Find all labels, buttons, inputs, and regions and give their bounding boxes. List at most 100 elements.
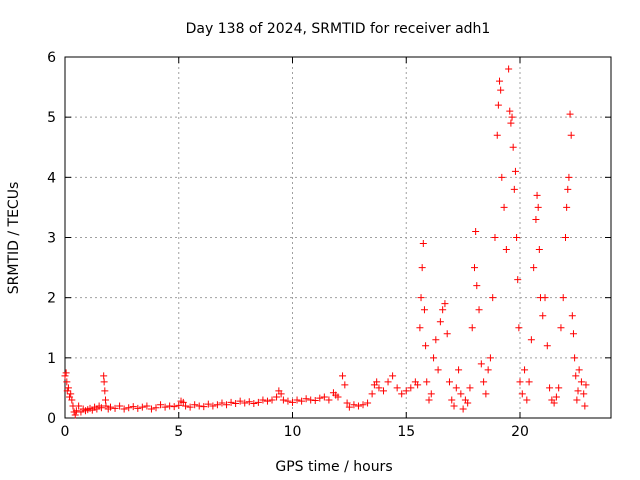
data-point-marker xyxy=(482,390,490,398)
data-point-marker xyxy=(62,369,70,377)
x-tick-label: 20 xyxy=(511,424,529,440)
data-point-marker xyxy=(514,276,522,284)
data-point-marker xyxy=(439,306,447,314)
data-point-marker xyxy=(509,143,517,151)
data-point-marker xyxy=(565,173,573,181)
data-points xyxy=(61,65,590,419)
data-point-marker xyxy=(125,404,133,412)
data-point-marker xyxy=(423,378,431,386)
data-point-marker xyxy=(486,354,494,362)
data-point-marker xyxy=(516,378,524,386)
data-point-marker xyxy=(204,400,212,408)
data-point-marker xyxy=(350,401,358,409)
data-point-marker xyxy=(179,398,187,406)
data-point-marker xyxy=(502,246,510,254)
x-tick-label: 5 xyxy=(174,424,183,440)
data-point-marker xyxy=(75,402,83,410)
data-point-marker xyxy=(468,324,476,332)
data-point-marker xyxy=(505,65,513,73)
tick-marks xyxy=(64,56,611,419)
data-point-marker xyxy=(567,131,575,139)
data-point-marker xyxy=(161,403,169,411)
data-point-marker xyxy=(533,191,541,199)
data-point-marker xyxy=(384,378,392,386)
data-point-marker xyxy=(232,400,240,408)
data-point-marker xyxy=(511,167,519,175)
data-point-marker xyxy=(289,398,296,406)
data-point-marker xyxy=(508,113,516,121)
tick-labels: 0 5 10 15 20 0 1 2 3 4 5 6 xyxy=(47,50,529,440)
data-point-marker xyxy=(581,402,589,410)
data-point-marker xyxy=(259,396,267,404)
data-point-marker xyxy=(364,399,372,407)
data-point-marker xyxy=(268,396,276,404)
data-point-marker xyxy=(182,402,190,410)
data-point-marker xyxy=(311,397,319,405)
data-point-marker xyxy=(535,246,543,254)
data-point-marker xyxy=(107,403,114,411)
data-point-marker xyxy=(343,399,351,407)
data-point-marker xyxy=(582,381,590,389)
data-point-marker xyxy=(532,215,540,223)
data-point-marker xyxy=(273,393,281,401)
data-point-marker xyxy=(71,411,79,419)
chart-title: Day 138 of 2024, SRMTID for receiver adh… xyxy=(186,21,491,37)
data-point-marker xyxy=(263,397,271,405)
data-point-marker xyxy=(129,403,137,411)
x-tick-label: 0 xyxy=(61,424,70,440)
data-point-marker xyxy=(450,402,458,410)
data-point-marker xyxy=(380,387,387,395)
data-point-marker xyxy=(68,396,76,404)
data-point-marker xyxy=(175,401,183,409)
y-tick-label: 2 xyxy=(47,291,56,307)
y-tick-label: 0 xyxy=(47,411,56,427)
data-point-marker xyxy=(147,405,155,413)
y-tick-label: 1 xyxy=(47,351,56,367)
data-point-marker xyxy=(213,401,221,409)
data-point-marker xyxy=(457,390,465,398)
data-point-marker xyxy=(572,372,580,380)
data-point-marker xyxy=(223,401,231,409)
data-point-marker xyxy=(475,306,483,314)
data-point-marker xyxy=(345,403,353,411)
data-point-marker xyxy=(200,403,208,411)
data-point-marker xyxy=(577,378,585,386)
data-point-marker xyxy=(419,240,427,248)
data-point-marker xyxy=(334,393,342,401)
y-tick-label: 3 xyxy=(47,231,56,247)
x-tick-label: 10 xyxy=(284,424,302,440)
data-point-marker xyxy=(398,390,406,398)
data-point-marker xyxy=(471,264,478,272)
data-point-marker xyxy=(63,387,71,395)
data-point-marker xyxy=(186,403,194,411)
data-point-marker xyxy=(152,404,160,412)
data-point-marker xyxy=(562,234,569,241)
data-point-marker xyxy=(316,394,324,402)
data-point-marker xyxy=(427,390,435,398)
data-point-marker xyxy=(166,402,174,410)
data-point-marker xyxy=(227,398,235,406)
data-point-marker xyxy=(111,404,119,412)
data-point-marker xyxy=(170,403,178,411)
data-point-marker xyxy=(472,227,480,235)
x-axis-label: GPS time / hours xyxy=(275,459,392,475)
data-point-marker xyxy=(368,390,376,398)
data-point-marker xyxy=(543,342,551,350)
data-point-marker xyxy=(138,403,146,411)
data-point-marker xyxy=(277,390,285,398)
data-point-marker xyxy=(134,404,142,412)
data-point-marker xyxy=(101,387,109,395)
data-point-marker xyxy=(552,393,560,401)
data-point-marker xyxy=(557,324,565,332)
data-point-marker xyxy=(541,294,549,302)
data-point-marker xyxy=(477,360,485,368)
data-point-marker xyxy=(389,372,397,380)
data-point-marker xyxy=(422,342,430,350)
data-point-marker xyxy=(523,396,531,404)
data-point-marker xyxy=(417,294,425,302)
data-point-marker xyxy=(513,234,521,241)
data-point-marker xyxy=(546,384,554,392)
data-point-marker xyxy=(436,318,444,326)
data-point-marker xyxy=(402,387,410,395)
data-point-marker xyxy=(510,185,518,193)
